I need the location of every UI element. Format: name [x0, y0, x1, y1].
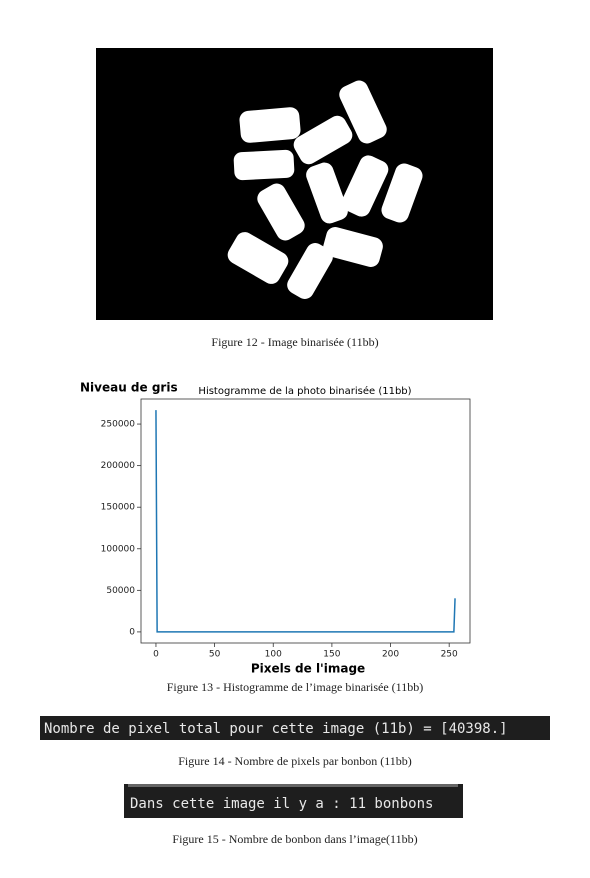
caption: Figure 15 - Nombre de bonbon dans l’imag… — [172, 832, 417, 846]
x-tick-label: 50 — [209, 650, 221, 660]
candy — [381, 163, 423, 223]
candy — [287, 243, 333, 299]
x-tick-label: 200 — [382, 650, 399, 660]
y-tick-label: 100000 — [101, 544, 136, 554]
caption: Figure 13 - Histogramme de l’image binar… — [167, 680, 423, 694]
x-tick-label: 0 — [153, 650, 159, 660]
console — [124, 784, 463, 818]
clipped-line — [128, 784, 458, 787]
caption: Figure 14 - Nombre de pixels par bonbon … — [178, 754, 412, 768]
y-tick-label: 150000 — [101, 503, 136, 513]
candy — [306, 162, 348, 224]
histogram-line — [155, 410, 456, 633]
console — [40, 716, 550, 740]
plot-frame — [140, 398, 471, 644]
y-tick-label: 200000 — [101, 461, 136, 471]
x-tick-label: 250 — [441, 650, 458, 660]
candy — [257, 183, 305, 241]
console-text: Dans cette image il y a : 11 bonbons — [130, 796, 433, 812]
chart-title: Histogramme de la photo binarisée (11bb) — [198, 385, 411, 397]
x-tick-label: 150 — [323, 650, 340, 660]
candy — [227, 232, 289, 284]
candies — [227, 80, 423, 299]
candy — [233, 149, 295, 181]
candy — [239, 107, 301, 143]
y-tick-label: 50000 — [106, 586, 135, 596]
y-tick-label: 250000 — [101, 420, 136, 430]
y-tick-label: 0 — [129, 627, 135, 637]
caption: Figure 12 - Image binarisée (11bb) — [211, 335, 378, 349]
x-tick-label: 100 — [265, 650, 282, 660]
candy — [341, 155, 389, 217]
candy — [323, 227, 383, 267]
console-text: Nombre de pixel total pour cette image (… — [44, 721, 508, 737]
candy — [293, 115, 353, 165]
candy — [339, 80, 387, 144]
y-axis-label: Niveau de gris — [80, 381, 178, 395]
x-axis-label: Pixels de l'image — [251, 662, 365, 676]
